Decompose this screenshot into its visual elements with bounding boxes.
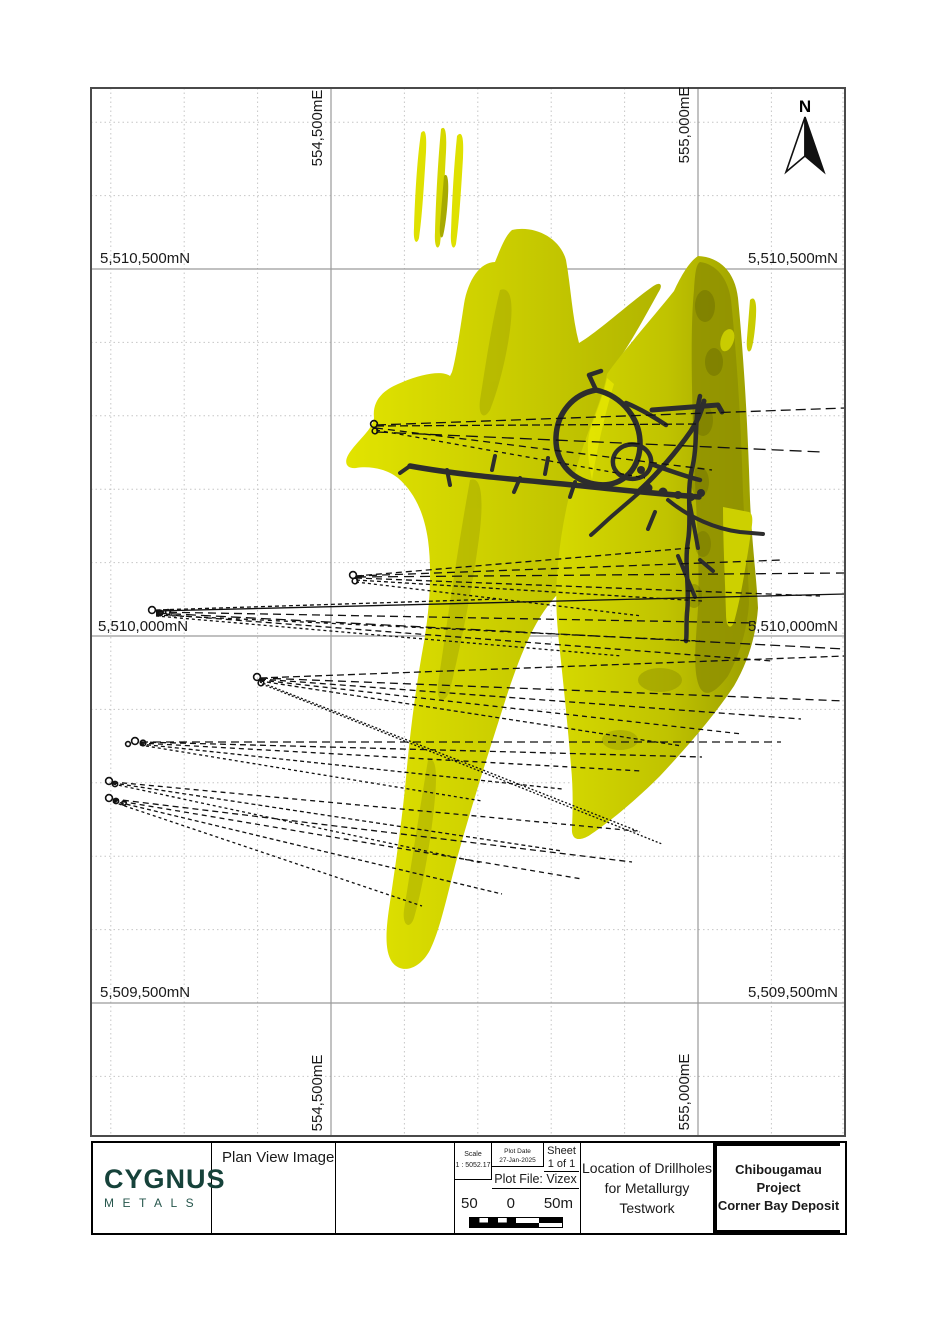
scale-cell: Scale 1 : 5052.17 <box>455 1143 492 1180</box>
northing-label-lower-left: 5,509,500mN <box>100 984 190 1001</box>
scale-label: Scale <box>464 1151 482 1158</box>
deposit-sliver-north <box>413 127 464 248</box>
northing-label-upper-left: 5,510,500mN <box>100 250 190 267</box>
grid-labels: 5,510,500mN 5,510,500mN 5,510,000mN 5,51… <box>98 87 838 1132</box>
deposit-sliver-east <box>720 298 757 352</box>
company-name: CYGNUS <box>104 1164 226 1194</box>
project-line2: Corner Bay Deposit <box>717 1198 840 1214</box>
drillhole-traces <box>112 407 846 907</box>
scale-bar-center-label: 0 <box>506 1195 515 1212</box>
easting-label-west-top: 554,500mE <box>309 90 326 167</box>
plot-date-cell: Plot Date 27-Jan-2025 <box>492 1143 544 1167</box>
underground-workings <box>398 368 765 644</box>
scale-info-cell: Scale 1 : 5052.17 Plot Date 27-Jan-2025 … <box>455 1143 581 1233</box>
northing-label-mid-right: 5,510,000mN <box>748 618 838 635</box>
drawing-type-label: Plan View Image <box>222 1149 335 1166</box>
north-arrow-label: N <box>799 97 811 116</box>
scale-bar-labels: 50 0 50m <box>461 1195 573 1212</box>
scale-bar-right-label: 50m <box>543 1195 573 1212</box>
northing-label-mid-left: 5,510,000mN <box>98 618 188 635</box>
easting-label-east-bottom: 555,000mE <box>676 1054 693 1131</box>
company-logo: CYGNUS METALS <box>93 1143 226 1233</box>
drawing-type-cell: Plan View Image <box>212 1143 336 1233</box>
drillhole-collars <box>104 419 379 806</box>
map-border <box>90 87 846 1137</box>
deposit-surface-group <box>346 127 758 969</box>
scale-bar-checker <box>470 1218 516 1227</box>
sheet-value: 1 of 1 <box>547 1158 576 1171</box>
empty-cell <box>336 1143 455 1233</box>
northing-label-upper-right: 5,510,500mN <box>748 250 838 267</box>
scale-value: 1 : 5052.17 <box>455 1161 491 1169</box>
title-block: CYGNUS METALS Plan View Image Scale 1 : … <box>91 1141 847 1235</box>
plot-date-label: Plot Date <box>504 1148 531 1155</box>
north-arrow-icon: N <box>784 97 826 175</box>
company-name-sub: METALS <box>104 1196 203 1210</box>
easting-label-west-bottom: 554,500mE <box>309 1055 326 1132</box>
easting-label-east-top: 555,000mE <box>676 87 693 164</box>
sheet-title-line2: for Metallurgy Testwork <box>604 1179 690 1217</box>
sheet-title-cell: Location of Drillholes for Metallurgy Te… <box>581 1143 714 1233</box>
scale-bar-left-label: 50 <box>461 1195 478 1212</box>
sheet-cell: Sheet 1 of 1 <box>544 1143 579 1172</box>
scale-bar-halves <box>516 1218 562 1227</box>
deposit-shading-west <box>403 289 512 925</box>
plot-file-cell: Plot File: Vizex <box>492 1167 579 1189</box>
scale-bar <box>469 1217 563 1228</box>
plot-file-label: Plot File: Vizex <box>494 1172 577 1186</box>
sheet-label: Sheet <box>547 1145 576 1157</box>
project-cell: Chibougamau Project Corner Bay Deposit <box>714 1143 840 1233</box>
deposit-body-west <box>346 228 661 969</box>
plot-date-value: 27-Jan-2025 <box>499 1157 536 1165</box>
project-line1: Chibougamau Project <box>735 1161 822 1195</box>
northing-label-lower-right: 5,509,500mN <box>748 984 838 1001</box>
sheet-title-line1: Location of Drillholes <box>582 1159 712 1176</box>
